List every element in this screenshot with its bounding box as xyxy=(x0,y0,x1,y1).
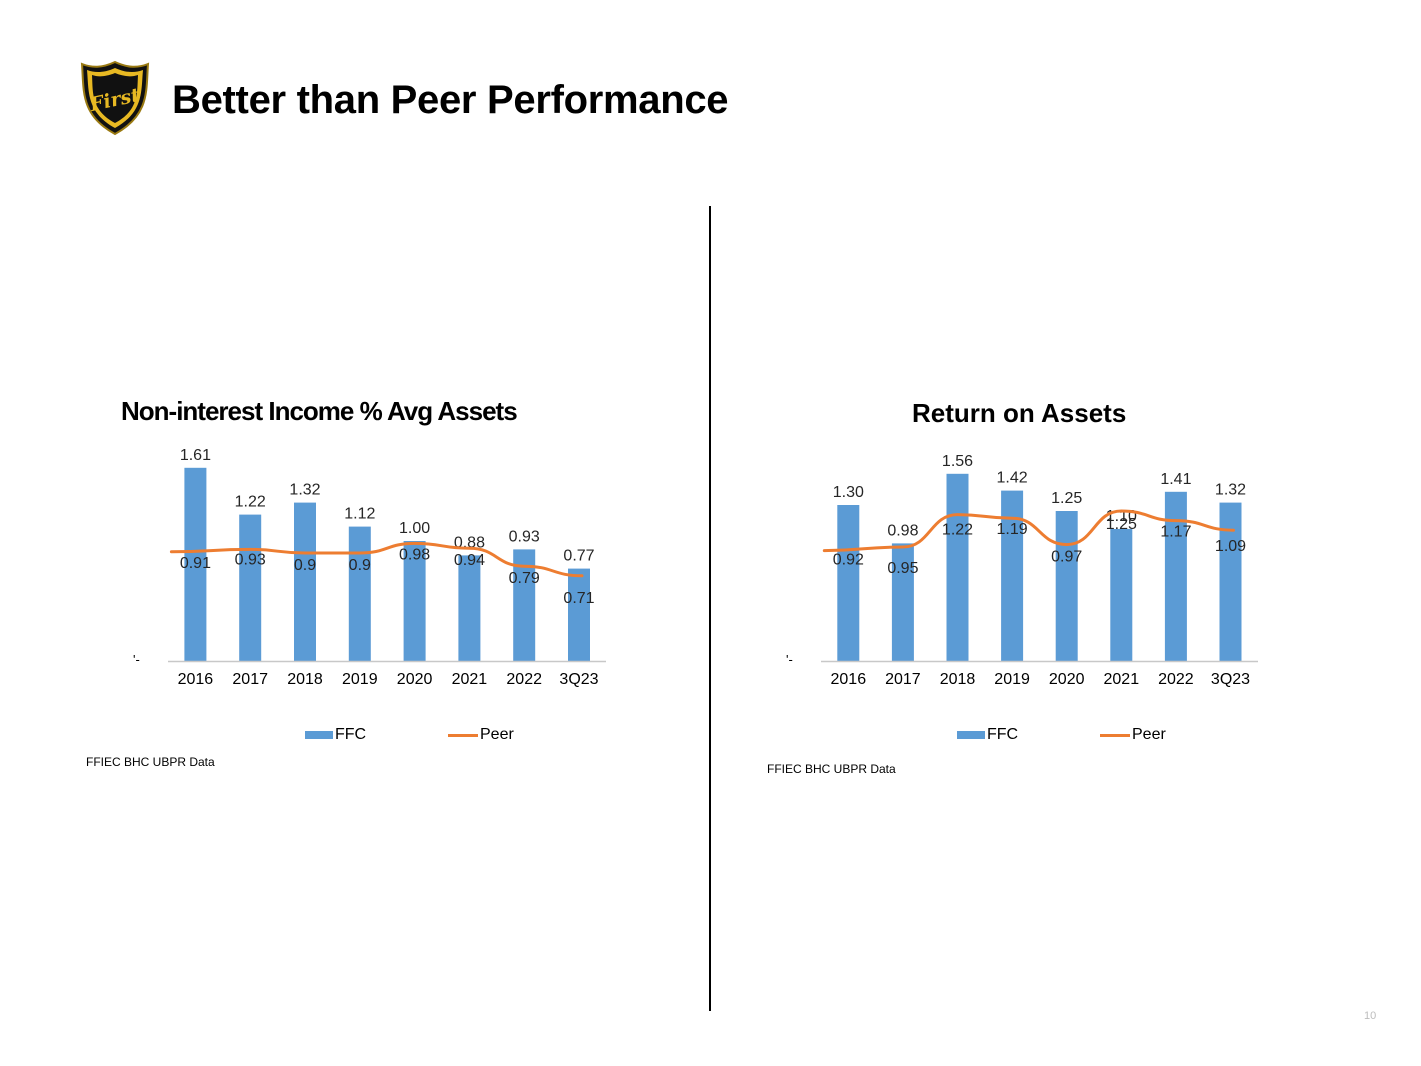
bar-ffc-2016 xyxy=(184,467,207,661)
x-tick-label: 2018 xyxy=(940,671,976,688)
first-shield-logo: First xyxy=(80,60,150,136)
data-label-ffc: 0.77 xyxy=(563,548,594,565)
data-label-ffc: 1.41 xyxy=(1160,471,1191,488)
legend-item-ffc: FFC xyxy=(305,726,366,744)
x-tick-label: 2022 xyxy=(506,671,542,688)
data-label-peer: 1.17 xyxy=(1160,524,1191,541)
line-peer xyxy=(822,509,1235,553)
x-tick-label: 2017 xyxy=(232,671,268,688)
legend-label-ffc: FFC xyxy=(335,726,367,743)
bar-ffc-2022 xyxy=(1164,491,1187,661)
source-note-left: FFIEC BHC UBPR Data xyxy=(86,755,215,769)
bar-ffc-2018 xyxy=(946,473,969,661)
page-number: 10 xyxy=(1364,1010,1377,1022)
data-label-ffc: 1.30 xyxy=(833,484,864,501)
bar-ffc-2021 xyxy=(1110,529,1133,661)
data-label-peer: 0.93 xyxy=(235,551,266,568)
x-tick-label: 2019 xyxy=(342,671,378,688)
legend-item-peer: Peer xyxy=(448,726,514,744)
y-axis-label: '- xyxy=(133,652,140,667)
x-tick-label: 2018 xyxy=(287,671,323,688)
data-label-ffc: 1.25 xyxy=(1051,490,1082,507)
x-tick-label: 2021 xyxy=(452,671,488,688)
bar-ffc-2020 xyxy=(1055,511,1078,661)
data-label-ffc: 0.98 xyxy=(887,522,918,539)
x-tick-label: 2017 xyxy=(885,671,921,688)
x-tick-label: 2022 xyxy=(1158,671,1194,688)
x-tick-label: 2020 xyxy=(397,671,433,688)
data-label-peer: 0.94 xyxy=(454,552,485,569)
data-label-peer: 0.98 xyxy=(399,546,430,563)
data-label-peer: 0.97 xyxy=(1051,549,1082,566)
data-label-peer: 0.79 xyxy=(509,570,540,587)
data-label-peer: 0.9 xyxy=(294,557,316,574)
legend-swatch-peer xyxy=(1100,733,1130,737)
bar-ffc-2018 xyxy=(294,502,316,661)
legend-swatch-peer xyxy=(448,733,478,737)
legend-label-ffc: FFC xyxy=(987,726,1019,743)
bar-ffc-2022 xyxy=(513,549,536,661)
data-label-peer: 1.22 xyxy=(942,522,973,539)
data-label-peer: 0.95 xyxy=(887,560,918,577)
data-label-peer: 1.19 xyxy=(997,521,1028,538)
data-label-peer: 0.91 xyxy=(180,555,211,572)
bar-ffc-2021 xyxy=(458,555,481,661)
data-label-ffc: 1.56 xyxy=(942,453,973,470)
data-label-ffc: 1.42 xyxy=(997,470,1028,487)
bar-ffc-3Q23 xyxy=(568,568,590,661)
page-title: Better than Peer Performance xyxy=(172,78,729,122)
legend-label-peer: Peer xyxy=(1132,726,1166,743)
data-label-ffc: 0.93 xyxy=(509,528,540,545)
data-label-ffc: 1.12 xyxy=(344,506,375,523)
x-tick-label: 2016 xyxy=(178,671,214,688)
legend-swatch-ffc xyxy=(957,731,985,739)
section-divider xyxy=(709,206,711,1011)
source-note-right: FFIEC BHC UBPR Data xyxy=(767,762,896,776)
legend-label-peer: Peer xyxy=(480,726,514,743)
legend-item-peer: Peer xyxy=(1100,726,1166,744)
bar-ffc-2019 xyxy=(1001,490,1024,661)
legend-swatch-ffc xyxy=(305,731,333,739)
chart-title-noninterest-income: Non-interest Income % Avg Assets xyxy=(121,396,518,426)
x-tick-label: 2020 xyxy=(1049,671,1085,688)
x-tick-label: 2019 xyxy=(994,671,1030,688)
chart-title-return-on-assets: Return on Assets xyxy=(912,398,1127,428)
data-label-peer: 0.71 xyxy=(563,590,594,607)
bar-ffc-2017 xyxy=(239,514,262,661)
bar-ffc-2019 xyxy=(348,526,371,661)
data-label-peer: 1.09 xyxy=(1215,538,1246,555)
data-label-ffc: 1.32 xyxy=(289,482,320,499)
x-tick-label: 2016 xyxy=(831,671,867,688)
bar-ffc-2020 xyxy=(403,541,426,661)
data-label-ffc: 1.00 xyxy=(399,520,430,537)
data-label-ffc: 1.22 xyxy=(235,494,266,511)
data-label-peer: 0.92 xyxy=(833,552,864,569)
x-tick-label: 2021 xyxy=(1104,671,1140,688)
bar-ffc-2017 xyxy=(891,543,914,661)
data-label-peer: 1.25 xyxy=(1106,516,1137,533)
x-tick-label: 3Q23 xyxy=(559,671,598,688)
bar-ffc-3Q23 xyxy=(1219,502,1242,661)
y-axis-label: '- xyxy=(786,652,793,667)
bar-ffc-2016 xyxy=(837,505,860,661)
x-tick-label: 3Q23 xyxy=(1211,671,1250,688)
data-label-ffc: 1.32 xyxy=(1215,482,1246,499)
data-label-ffc: 1.61 xyxy=(180,447,211,464)
legend-item-ffc: FFC xyxy=(957,726,1018,744)
data-label-peer: 0.9 xyxy=(349,557,371,574)
